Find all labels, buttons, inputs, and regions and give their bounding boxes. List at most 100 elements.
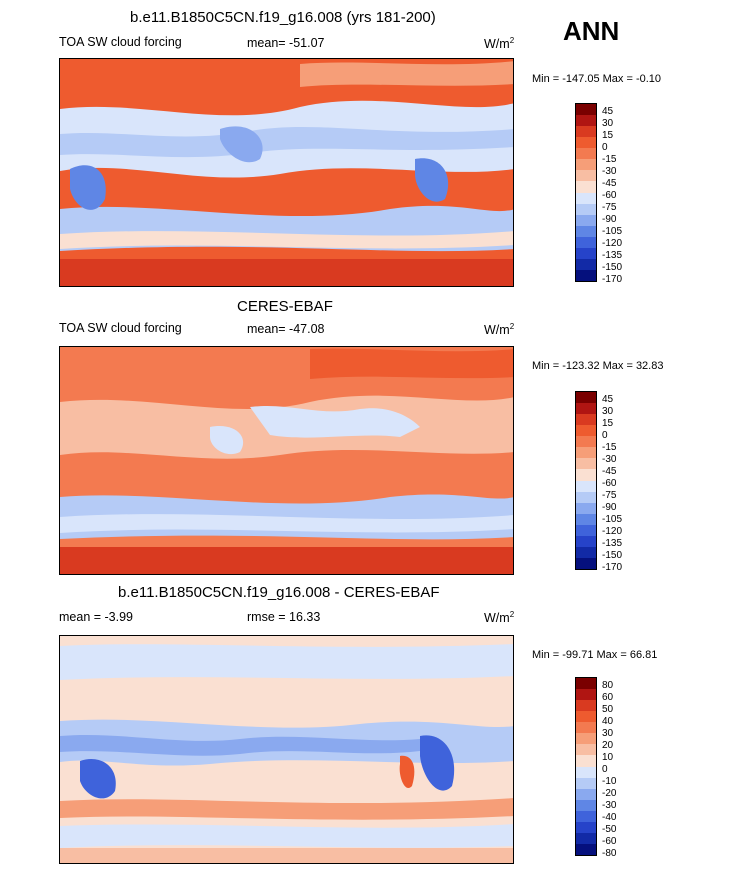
panel1-minmax: Min = -147.05 Max = -0.10 [532, 73, 662, 85]
panel3-cbar-label-14: -80 [602, 848, 617, 859]
panel2-cbar-segment-2 [576, 414, 596, 426]
panel1-cbar-segment-9 [576, 203, 596, 215]
panel1-left-label: TOA SW cloud forcing [59, 35, 182, 49]
panel3-cbar-label-2: 50 [602, 704, 614, 715]
season-label: ANN [563, 16, 620, 46]
panel1-cbar-segment-4 [576, 148, 596, 160]
panel3-southern-blue [60, 824, 513, 848]
panel2-title: CERES-EBAF [237, 298, 333, 315]
panel2-cbar-label-0: 45 [602, 394, 614, 405]
panel3-units: W/m2 [484, 610, 515, 626]
panel1-mean-label: mean= -51.07 [247, 36, 325, 50]
panel3-cbar-label-3: 40 [602, 716, 614, 727]
panel1-cbar-label-8: -75 [602, 202, 617, 213]
panel2-cbar-label-1: 30 [602, 406, 614, 417]
panel1-samerica-blue [415, 158, 449, 202]
panel1-cbar-segment-14 [576, 258, 596, 270]
panel3-cbar-segment-12 [576, 810, 596, 822]
panel2-cbar-label-11: -120 [602, 526, 623, 537]
panel3-cbar-segment-9 [576, 777, 596, 789]
panel3-cbar-segment-6 [576, 744, 596, 756]
panel2-cbar-label-4: -15 [602, 442, 617, 453]
panel1-title: b.e11.B1850C5CN.f19_g16.008 (yrs 181-200… [130, 9, 436, 26]
panel3-cbar-segment-8 [576, 766, 596, 778]
panel2-bg-field [60, 347, 513, 574]
panel2-cbar-label-13: -150 [602, 550, 623, 561]
panel2-map [59, 346, 514, 575]
panel3-cbar-label-7: 0 [602, 764, 608, 775]
panel2-cbar-segment-0 [576, 392, 596, 404]
panel2-cbar-label-3: 0 [602, 430, 608, 441]
panel1-cbar-label-6: -45 [602, 178, 617, 189]
panel3-cbar-segment-0 [576, 678, 596, 690]
panel2-cbar-label-7: -60 [602, 478, 617, 489]
panel3-title: b.e11.B1850C5CN.f19_g16.008 - CERES-EBAF [118, 584, 440, 601]
panel1-units: W/m2 [484, 36, 515, 52]
panel2-cbar-label-14: -170 [602, 562, 623, 573]
panel1-cbar-label-3: 0 [602, 142, 608, 153]
panel2-cbar-segment-4 [576, 436, 596, 448]
panel3-cbar-label-12: -50 [602, 824, 617, 835]
panel1-cbar-segment-1 [576, 115, 596, 127]
panel3-map-svg [60, 636, 513, 863]
panel2-cbar-label-10: -105 [602, 514, 623, 525]
panel2-cbar-label-12: -135 [602, 538, 623, 549]
panel2-cbar-segment-15 [576, 557, 596, 569]
panel1-cbar-label-7: -60 [602, 190, 617, 201]
panel2-pacific-blue [250, 405, 420, 438]
panel3-cbar-label-0: 80 [602, 680, 614, 691]
panel1-itcz-band [60, 127, 513, 158]
panel3-cbar-segment-13 [576, 821, 596, 833]
panel2-antarctic-band [60, 547, 513, 574]
panel1-cbar-segment-5 [576, 159, 596, 171]
panel2-colorbar [575, 391, 597, 570]
panel3-northern-blue [60, 644, 513, 680]
panel2-cbar-label-9: -90 [602, 502, 617, 513]
panel2-cbar-segment-11 [576, 513, 596, 525]
panel2-minmax: Min = -123.32 Max = 32.83 [532, 360, 664, 372]
panel1-cbar-segment-3 [576, 137, 596, 149]
panel3-cbar-label-6: 10 [602, 752, 614, 763]
panel1-africa-blue [70, 165, 106, 210]
panel2-cbar-segment-3 [576, 425, 596, 437]
panel3-cbar-segment-10 [576, 788, 596, 800]
panel1-cbar-label-5: -30 [602, 166, 617, 177]
panel2-cbar-segment-13 [576, 535, 596, 547]
panel2-cbar-segment-12 [576, 524, 596, 536]
panel2-cbar-label-2: 15 [602, 418, 614, 429]
panel2-cbar-segment-9 [576, 491, 596, 503]
panel2-map-svg [60, 347, 513, 574]
panel3-cbar-label-10: -30 [602, 800, 617, 811]
panel3-cbar-segment-15 [576, 843, 596, 855]
panel2-cbar-segment-5 [576, 447, 596, 459]
panel2-cbar-label-6: -45 [602, 466, 617, 477]
panel1-colorbar [575, 103, 597, 282]
panel1-antarctic-band [60, 259, 513, 286]
panel1-cbar-label-2: 15 [602, 130, 614, 141]
panel2-cbar-segment-6 [576, 458, 596, 470]
panel2-units: W/m2 [484, 322, 515, 338]
panel3-cbar-label-13: -60 [602, 836, 617, 847]
panel1-cbar-label-0: 45 [602, 106, 614, 117]
panel2-cbar-segment-8 [576, 480, 596, 492]
panel1-map [59, 58, 514, 287]
panel3-cbar-segment-11 [576, 799, 596, 811]
panel2-maritime-blue [210, 426, 244, 455]
panel3-cbar-segment-4 [576, 722, 596, 734]
panel1-cbar-segment-0 [576, 104, 596, 116]
panel3-cbar-label-8: -10 [602, 776, 617, 787]
panel1-cbar-label-12: -135 [602, 250, 623, 261]
panel3-cbar-segment-7 [576, 755, 596, 767]
panel2-cbar-segment-10 [576, 502, 596, 514]
panel3-cbar-segment-1 [576, 689, 596, 701]
panel3-mean-label: mean = -3.99 [59, 610, 134, 624]
panel3-cbar-label-5: 20 [602, 740, 614, 751]
panel1-cbar-segment-13 [576, 247, 596, 259]
panel1-cbar-label-13: -150 [602, 262, 623, 273]
panel3-africa-dark [80, 759, 116, 799]
panel2-mean-label: mean= -47.08 [247, 322, 325, 336]
panel3-southern-orange [60, 798, 513, 820]
panel1-map-svg [60, 59, 513, 286]
panel2-cbar-segment-7 [576, 469, 596, 481]
